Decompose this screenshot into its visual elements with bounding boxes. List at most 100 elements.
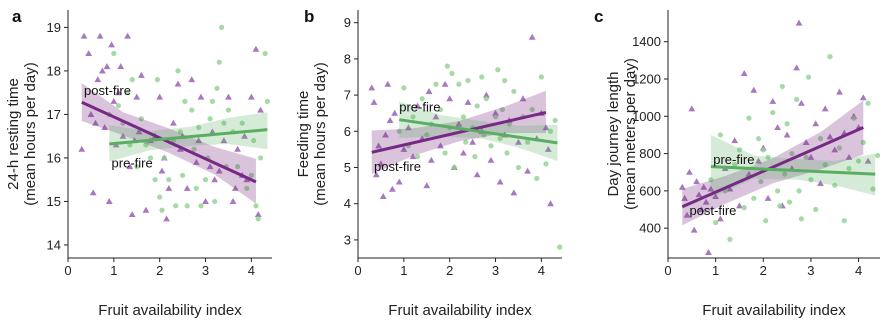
point-pre-fire-b	[456, 81, 462, 87]
point-pre-fire-c	[708, 177, 714, 183]
y-tick-label-b: 8	[344, 51, 351, 66]
point-post-fire-b	[370, 98, 378, 105]
point-post-fire-b	[441, 80, 449, 87]
point-pre-fire-a	[182, 98, 188, 104]
point-post-fire-b	[446, 95, 454, 102]
point-pre-fire-c	[841, 218, 847, 224]
point-pre-fire-a	[161, 155, 167, 161]
point-post-fire-b	[384, 80, 392, 87]
x-tick-label-a: 2	[156, 263, 163, 278]
point-post-fire-a	[133, 93, 141, 100]
point-post-fire-a	[254, 211, 262, 218]
x-axis-label-c: Fruit availability index	[702, 302, 846, 319]
point-post-fire-b	[386, 117, 394, 123]
point-post-fire-a	[234, 145, 242, 152]
point-pre-fire-a	[244, 185, 250, 191]
point-pre-fire-c	[779, 83, 785, 90]
annotation-post-fire-a: post-fire	[84, 83, 131, 98]
point-post-fire-c	[740, 69, 748, 76]
point-post-fire-a	[126, 163, 134, 170]
point-post-fire-b	[368, 84, 376, 91]
point-post-fire-a	[156, 93, 164, 100]
point-post-fire-a	[105, 198, 113, 204]
point-post-fire-b	[515, 138, 522, 145]
y-tick-label-a: 15	[47, 194, 61, 209]
point-pre-fire-a	[248, 172, 254, 178]
point-pre-fire-b	[488, 143, 494, 149]
point-post-fire-b	[482, 91, 490, 98]
point-post-fire-b	[382, 131, 389, 138]
point-post-fire-a	[103, 63, 111, 70]
point-post-fire-a	[188, 76, 196, 83]
point-post-fire-c	[807, 153, 815, 160]
point-post-fire-a	[94, 76, 102, 83]
point-pre-fire-c	[808, 177, 814, 183]
point-pre-fire-b	[515, 164, 522, 171]
point-pre-fire-c	[732, 162, 738, 168]
point-post-fire-b	[423, 182, 431, 189]
point-post-fire-c	[712, 193, 720, 200]
point-pre-fire-a	[196, 124, 202, 131]
fit-line-pre-fire-b	[399, 118, 558, 145]
point-pre-fire-b	[474, 103, 480, 109]
point-pre-fire-c	[770, 109, 776, 116]
point-pre-fire-a	[216, 59, 222, 65]
point-post-fire-a	[98, 67, 106, 74]
point-pre-fire-c	[870, 186, 876, 192]
point-pre-fire-b	[465, 77, 471, 84]
y-axis-label-c: Day journey length	[605, 71, 622, 196]
point-pre-fire-a	[157, 194, 163, 200]
point-pre-fire-a	[202, 177, 209, 183]
point-post-fire-b	[391, 109, 399, 116]
point-post-fire-a	[174, 80, 182, 87]
annotation-pre-fire-b: pre-fire	[399, 99, 440, 114]
point-pre-fire-b	[547, 128, 554, 134]
point-post-fire-a	[206, 163, 214, 170]
point-pre-fire-b	[463, 139, 469, 145]
point-post-fire-c	[774, 124, 781, 131]
x-tick-label-b: 1	[400, 263, 407, 278]
point-post-fire-a	[252, 45, 260, 52]
point-pre-fire-a	[193, 185, 199, 191]
point-post-fire-b	[375, 142, 383, 149]
point-pre-fire-c	[846, 165, 852, 172]
point-pre-fire-a	[184, 203, 190, 209]
point-post-fire-c	[678, 183, 686, 190]
point-pre-fire-a	[143, 142, 149, 148]
point-pre-fire-a	[166, 177, 172, 183]
point-post-fire-b	[460, 149, 467, 156]
point-post-fire-c	[697, 206, 705, 213]
x-tick-label-a: 0	[64, 263, 71, 278]
point-pre-fire-c	[794, 96, 800, 103]
x-tick-label-c: 0	[664, 263, 671, 278]
point-post-fire-c	[693, 178, 700, 185]
point-pre-fire-b	[442, 150, 448, 156]
point-pre-fire-c	[782, 171, 788, 177]
point-pre-fire-b	[449, 70, 455, 76]
y-tick-label-b: 6	[344, 124, 351, 139]
point-post-fire-c	[683, 211, 691, 218]
point-post-fire-c	[736, 202, 743, 209]
point-pre-fire-b	[502, 77, 508, 84]
fit-line-pre-fire-a	[109, 128, 268, 146]
point-post-fire-c	[750, 86, 758, 93]
point-pre-fire-a	[175, 68, 181, 74]
point-pre-fire-a	[173, 203, 179, 209]
point-pre-fire-b	[444, 63, 450, 69]
point-post-fire-a	[197, 93, 205, 100]
point-pre-fire-b	[419, 96, 425, 102]
point-post-fire-a	[101, 124, 109, 131]
point-pre-fire-b	[499, 106, 506, 113]
point-pre-fire-a	[214, 85, 220, 91]
point-pre-fire-b	[396, 128, 402, 134]
point-pre-fire-c	[813, 206, 819, 213]
x-tick-label-a: 1	[110, 263, 117, 278]
point-post-fire-a	[110, 97, 118, 104]
point-pre-fire-c	[758, 178, 764, 185]
point-post-fire-a	[137, 71, 145, 78]
point-pre-fire-c	[751, 195, 757, 201]
point-pre-fire-c	[851, 115, 857, 121]
point-post-fire-b	[542, 124, 550, 131]
point-post-fire-a	[96, 32, 104, 39]
point-post-fire-a	[229, 198, 237, 204]
